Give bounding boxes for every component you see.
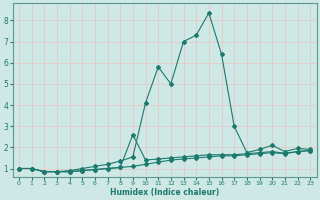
X-axis label: Humidex (Indice chaleur): Humidex (Indice chaleur) xyxy=(110,188,219,197)
